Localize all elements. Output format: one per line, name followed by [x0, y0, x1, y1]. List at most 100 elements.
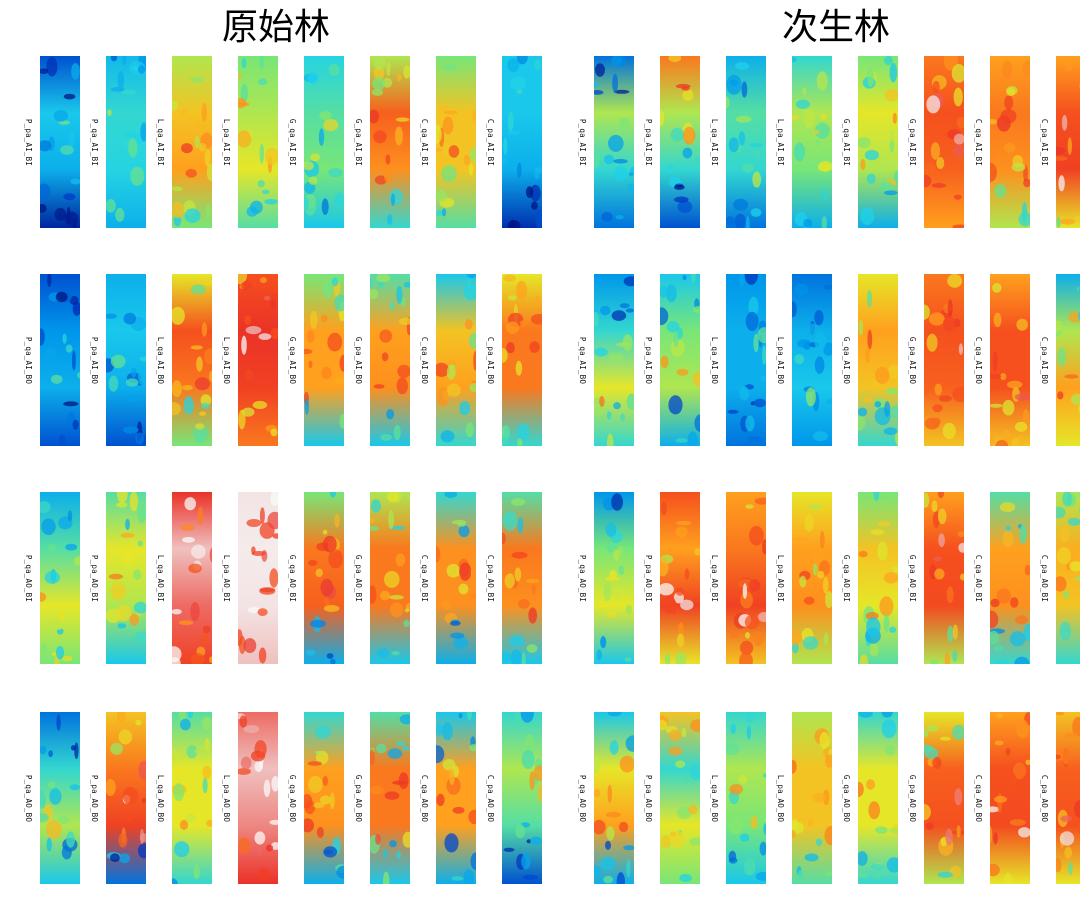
heatmap-speckle	[1060, 815, 1072, 822]
heatmap-speckle	[333, 376, 344, 385]
heatmap-speckle	[749, 143, 764, 147]
heatmap-cell: P_pa_AO_BI	[86, 492, 148, 664]
heatmap-speckle	[815, 122, 830, 139]
heatmap-speckle	[259, 507, 265, 525]
heatmap-speckle	[394, 126, 403, 146]
heatmap-speckle	[1074, 799, 1080, 819]
heatmap-speckle	[606, 826, 615, 841]
cell-label: P_qa_AO_BI	[20, 492, 38, 664]
heatmap-speckle	[924, 387, 929, 396]
heatmap-speckle	[257, 180, 265, 188]
cell-label: P_pa_AI_BI	[20, 56, 38, 228]
heatmap-speckle	[674, 196, 689, 203]
heatmap-speckle	[195, 423, 205, 430]
heatmap-speckle	[267, 511, 278, 530]
heatmap-speckle	[739, 651, 753, 664]
heatmap-speckle	[1015, 615, 1029, 625]
heatmap-speckle	[1058, 175, 1065, 192]
cell-label: G_qa_AI_BO	[284, 274, 302, 446]
heatmap-speckle	[866, 779, 876, 790]
cell-label-text: C_pa_AI_BI	[486, 118, 496, 166]
heatmap-speckle	[525, 186, 534, 199]
heatmap-speckle	[881, 719, 897, 739]
heatmap-speckle	[386, 61, 391, 77]
heatmap-speckle	[122, 426, 139, 434]
heatmap-speckle	[626, 859, 631, 878]
cell-label-text: P_qa_AI_BO	[578, 336, 588, 384]
heatmap-speckle	[738, 131, 746, 146]
heatmap-svg	[726, 56, 766, 228]
heatmap-speckle	[266, 844, 274, 852]
heatmap-speckle	[613, 166, 628, 182]
heatmap-speckle	[822, 188, 828, 201]
heatmap-speckle	[436, 793, 445, 807]
heatmap-speckle	[371, 499, 381, 513]
heatmap-speckle	[451, 876, 464, 881]
heatmap-speckle	[441, 165, 457, 182]
heatmap-speckle	[611, 310, 627, 321]
heatmap-speckle	[953, 194, 962, 200]
heatmap-speckle	[339, 413, 344, 429]
heatmap-image	[990, 712, 1030, 884]
heatmap-speckle	[202, 716, 212, 730]
heatmap-speckle	[748, 579, 761, 592]
heatmap-speckle	[752, 171, 762, 188]
heatmap-speckle	[387, 214, 393, 225]
heatmap-speckle	[305, 649, 316, 656]
heatmap-speckle	[503, 847, 515, 852]
heatmap-speckle	[660, 558, 669, 577]
heatmap-speckle	[131, 367, 137, 378]
heatmap-speckle	[611, 56, 623, 67]
heatmap-speckle	[64, 211, 79, 226]
heatmap-speckle	[739, 386, 750, 401]
heatmap-speckle	[887, 364, 898, 380]
cell-label-text: P_pa_AO_BI	[90, 554, 100, 602]
cell-label-text: P_qa_AI_BI	[90, 118, 100, 166]
heatmap-speckle	[121, 546, 135, 566]
heatmap-speckle	[106, 779, 116, 796]
heatmap-speckle	[990, 630, 1000, 645]
heatmap-image	[990, 56, 1030, 228]
heatmap-cell: P_qa_AO_BI	[20, 492, 82, 664]
heatmap-speckle	[515, 360, 523, 376]
heatmap-speckle	[370, 289, 379, 300]
heatmap-speckle	[40, 790, 46, 809]
heatmap-image	[594, 274, 634, 446]
heatmap-image	[172, 274, 212, 446]
heatmap-speckle	[469, 744, 476, 752]
heatmap-speckle	[535, 166, 542, 174]
heatmap-speckle	[1074, 492, 1080, 500]
heatmap-speckle	[133, 601, 146, 614]
heatmap-speckle	[56, 714, 61, 731]
heatmap-speckle	[401, 746, 410, 751]
heatmap-cell: C_qa_AI_BI	[416, 56, 478, 228]
heatmap-speckle	[753, 631, 763, 647]
heatmap-speckle	[825, 591, 832, 609]
heatmap-speckle	[130, 166, 145, 186]
heatmap-speckle	[205, 204, 211, 218]
heatmap-speckle	[72, 419, 79, 430]
heatmap-image	[924, 492, 964, 664]
heatmap-svg	[370, 712, 410, 884]
heatmap-image	[304, 56, 344, 228]
heatmap-fill	[660, 712, 700, 884]
heatmap-speckle	[63, 193, 76, 201]
heatmap-speckle	[1077, 311, 1080, 321]
heatmap-speckle	[729, 631, 739, 639]
heatmap-speckle	[403, 281, 410, 288]
heatmap-speckle	[529, 771, 535, 791]
heatmap-speckle	[310, 153, 320, 162]
heatmap-speckle	[327, 332, 343, 352]
heatmap-speckle	[507, 130, 521, 135]
heatmap-speckle	[270, 299, 277, 310]
heatmap-speckle	[116, 492, 128, 503]
heatmap-speckle	[240, 83, 248, 103]
heatmap-speckle	[403, 619, 410, 627]
cell-label-text: C_pa_AI_BI	[1040, 118, 1050, 166]
heatmap-speckle	[245, 368, 253, 381]
heatmap-image	[990, 274, 1030, 446]
heatmap-image	[858, 492, 898, 664]
heatmap-cell: G_qa_AI_BO	[284, 274, 346, 446]
heatmap-speckle	[135, 719, 142, 726]
heatmap-svg	[40, 56, 80, 228]
